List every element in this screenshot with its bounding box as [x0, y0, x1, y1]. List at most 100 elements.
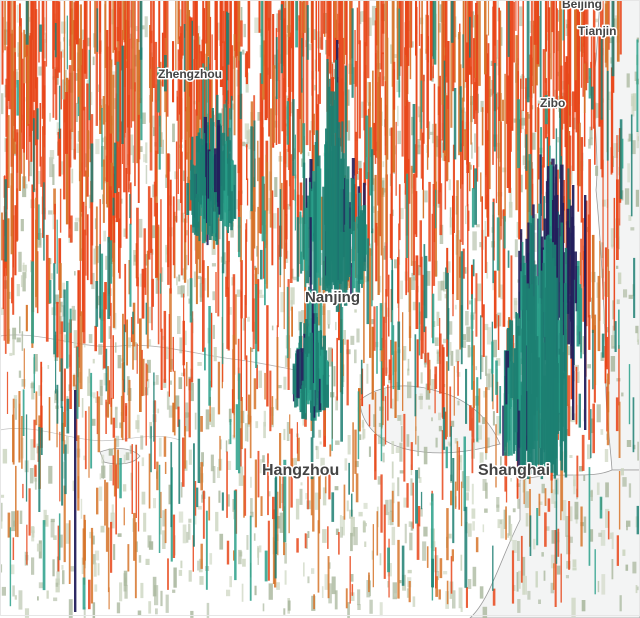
density-bar [423, 74, 425, 144]
density-bar [448, 533, 452, 539]
density-bar [557, 320, 561, 374]
density-bar [66, 281, 69, 369]
density-bar [40, 156, 42, 187]
density-bar [12, 327, 17, 340]
density-bar [618, 309, 620, 349]
density-bar [320, 0, 324, 50]
density-bar [438, 23, 441, 33]
density-bar [246, 219, 248, 242]
density-bar [434, 374, 436, 414]
density-bar [225, 100, 228, 147]
density-bar [238, 217, 241, 258]
density-bar [255, 284, 258, 368]
density-bar [16, 284, 20, 297]
density-bar [502, 167, 507, 173]
density-bar [382, 452, 385, 463]
density-bar [452, 276, 454, 317]
density-bar [292, 174, 297, 179]
density-bar [210, 454, 214, 472]
density-bar [61, 406, 64, 506]
city-label-nanjing: Nanjing [305, 289, 360, 306]
density-bar [358, 40, 361, 139]
density-bar [543, 570, 546, 581]
density-bar [579, 466, 584, 472]
density-bar [492, 545, 494, 591]
density-bar [420, 508, 423, 517]
density-bar [196, 275, 202, 280]
density-bar [113, 142, 117, 194]
density-bar [212, 155, 217, 234]
density-bar [157, 73, 159, 154]
density-bar [458, 587, 463, 609]
density-bar [384, 396, 387, 445]
density-bar [565, 516, 570, 537]
density-bar [199, 138, 202, 205]
density-bar [469, 164, 472, 170]
density-bar [84, 153, 88, 168]
density-bar [148, 453, 151, 509]
density-bar [56, 384, 59, 424]
density-bar [48, 280, 52, 304]
density-bar [301, 217, 304, 271]
density-bar [631, 140, 636, 155]
density-bar [88, 49, 91, 121]
density-bar [226, 11, 228, 101]
density-bar [44, 515, 49, 527]
density-bar [240, 397, 243, 450]
city-label-hangzhou: Hangzhou [262, 462, 339, 479]
density-bar [319, 296, 323, 338]
density-bar [36, 108, 39, 140]
density-bar [320, 457, 325, 476]
density-bar [378, 76, 380, 236]
density-bar [411, 272, 414, 277]
density-bar [325, 39, 328, 55]
density-bar [137, 277, 139, 324]
density-bar [379, 303, 383, 351]
density-bar [52, 50, 55, 118]
density-bar [105, 255, 108, 270]
density-bar [375, 53, 377, 158]
density-bar [514, 239, 518, 258]
density-bar [464, 0, 467, 83]
density-bar [235, 0, 238, 37]
density-bar [331, 492, 335, 522]
density-bar [518, 335, 521, 411]
density-bar [243, 475, 245, 518]
density-bar [137, 49, 141, 160]
density-bar [436, 349, 440, 354]
density-bar [314, 492, 320, 510]
density-bar [536, 0, 539, 65]
density-bar [60, 51, 62, 110]
density-bar [318, 429, 322, 438]
density-bar [474, 168, 477, 225]
density-bar [342, 37, 345, 194]
density-bar [135, 444, 137, 518]
density-bar [207, 56, 210, 154]
density-bar [320, 196, 323, 251]
density-bar [510, 0, 514, 131]
density-bar [496, 39, 499, 59]
density-bar [190, 17, 193, 171]
density-bar [492, 339, 497, 358]
density-bar [598, 532, 602, 537]
density-bar [335, 321, 337, 331]
density-bar [250, 476, 252, 488]
density-bar [202, 195, 206, 244]
density-bar [357, 216, 361, 294]
density-bar [245, 355, 248, 411]
density-bar [513, 585, 516, 591]
density-bar [160, 590, 163, 607]
density-bar [326, 0, 329, 112]
density-bar [134, 82, 136, 187]
density-bar [119, 458, 122, 499]
density-bar [472, 521, 475, 531]
density-bar [351, 493, 353, 517]
density-bar [173, 370, 176, 436]
density-bar [303, 0, 306, 33]
density-bar [379, 72, 381, 237]
density-bar [186, 183, 190, 215]
density-bar [616, 0, 620, 62]
density-bar [6, 371, 9, 414]
density-bar [57, 132, 60, 156]
density-bar [496, 57, 501, 66]
